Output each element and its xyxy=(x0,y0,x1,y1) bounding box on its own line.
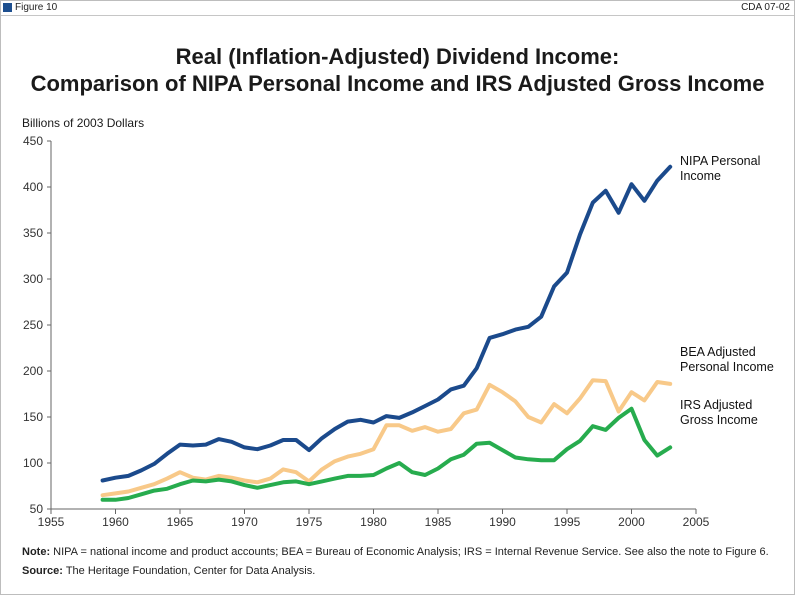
x-tick-label: 2005 xyxy=(683,515,710,529)
series-label-0: Income xyxy=(680,169,721,183)
note-label: Note: xyxy=(22,546,51,558)
note-text: NIPA = national income and product accou… xyxy=(50,546,769,558)
series-line-1 xyxy=(100,378,673,498)
series-line-0 xyxy=(100,164,673,483)
x-tick-label: 1990 xyxy=(489,515,516,529)
series-label-2: IRS Adjusted xyxy=(680,398,752,412)
y-tick-label: 200 xyxy=(23,364,43,378)
figure-source: Source: The Heritage Foundation, Center … xyxy=(22,565,315,577)
x-tick-label: 1970 xyxy=(231,515,258,529)
chart-axes: 50 100 150 200 250 300 350 400 450 1955 1960 1965 19… xyxy=(23,134,710,529)
y-tick-label: 350 xyxy=(23,226,43,240)
line-chart: 50 100 150 200 250 300 350 400 450 1955 1960 1965 19… xyxy=(23,134,774,529)
source-label: Source: xyxy=(22,565,63,577)
y-tick-label: 400 xyxy=(23,180,43,194)
y-tick-label: 300 xyxy=(23,272,43,286)
figure-badge-icon xyxy=(3,3,12,12)
y-tick-label: 150 xyxy=(23,410,43,424)
y-axis-label: Billions of 2003 Dollars xyxy=(22,116,145,130)
series-label-1: Personal Income xyxy=(680,360,774,374)
y-tick-label: 450 xyxy=(23,134,43,148)
chart-series xyxy=(100,164,673,502)
series-label-0: NIPA Personal xyxy=(680,154,760,168)
figure-header-bar: Figure 10 CDA 07-02 xyxy=(1,1,794,16)
figure-code: CDA 07-02 xyxy=(741,2,790,13)
x-tick-label: 1995 xyxy=(554,515,581,529)
x-tick-label: 1975 xyxy=(296,515,323,529)
y-tick-label: 50 xyxy=(30,502,44,516)
x-tick-label: 1965 xyxy=(167,515,194,529)
x-tick-label: 1980 xyxy=(360,515,387,529)
x-tick-label: 1960 xyxy=(102,515,129,529)
series-label-1: BEA Adjusted xyxy=(680,345,756,359)
y-tick-label: 250 xyxy=(23,318,43,332)
y-tick-label: 100 xyxy=(23,456,43,470)
source-text: The Heritage Foundation, Center for Data… xyxy=(62,565,316,577)
series-label-2: Gross Income xyxy=(680,413,758,427)
series-line-2 xyxy=(100,406,673,502)
x-tick-label: 1955 xyxy=(38,515,65,529)
x-tick-label: 2000 xyxy=(618,515,645,529)
figure-note: Note: NIPA = national income and product… xyxy=(22,546,769,558)
chart-title-line-1: Real (Inflation-Adjusted) Dividend Incom… xyxy=(175,44,620,69)
chart-title-line-2: Comparison of NIPA Personal Income and I… xyxy=(30,71,765,96)
x-tick-label: 1985 xyxy=(425,515,452,529)
figure-label: Figure 10 xyxy=(15,2,58,13)
